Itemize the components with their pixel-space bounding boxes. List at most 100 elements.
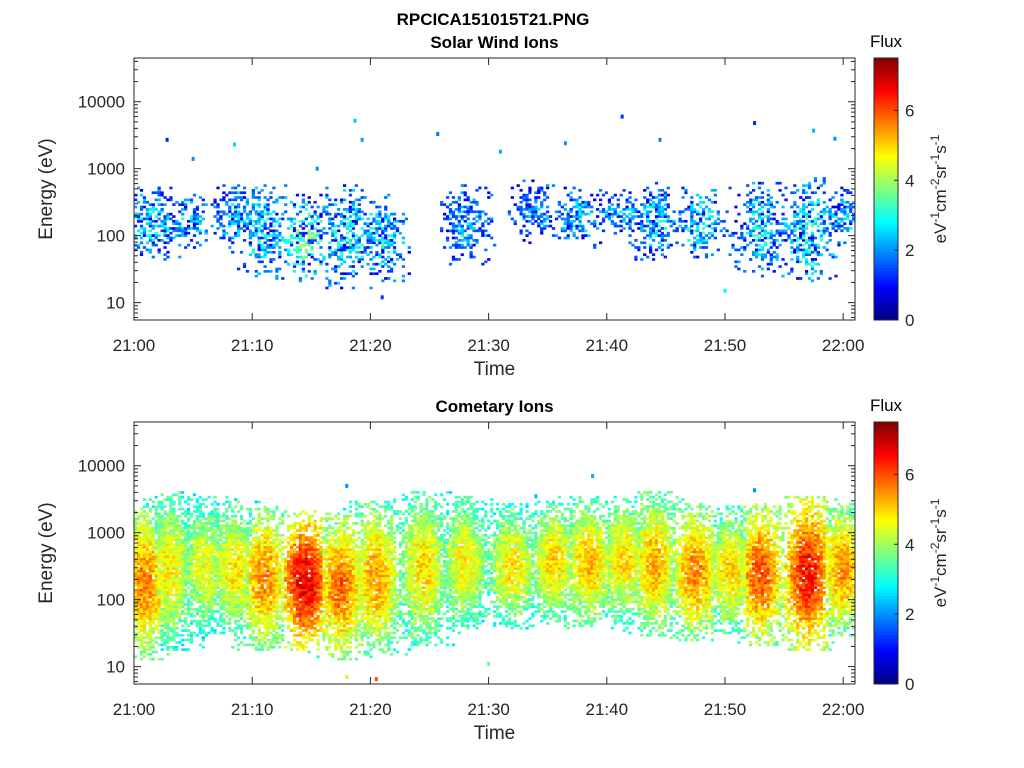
- flux-pixel: [178, 495, 182, 499]
- flux-pixel: [281, 619, 285, 623]
- flux-pixel: [213, 557, 217, 561]
- flux-pixel: [354, 255, 358, 259]
- flux-pixel: [254, 562, 258, 566]
- flux-pixel: [263, 203, 267, 206]
- flux-pixel: [169, 617, 173, 620]
- flux-pixel: [178, 576, 182, 580]
- flux-pixel: [228, 617, 232, 620]
- flux-pixel: [145, 531, 150, 535]
- colorbar-title: Flux: [870, 32, 903, 51]
- flux-pixel: [340, 272, 344, 276]
- flux-pixel: [136, 607, 141, 611]
- flux-pixel: [757, 208, 762, 211]
- flux-pixel: [342, 215, 347, 218]
- flux-pixel: [145, 560, 150, 563]
- flux-pixel: [181, 619, 185, 623]
- flux-pixel: [598, 203, 603, 206]
- flux-pixel: [754, 243, 759, 247]
- flux-pixel: [360, 250, 364, 254]
- flux-pixel: [234, 543, 238, 547]
- flux-pixel: [266, 541, 270, 544]
- flux-pixel: [746, 184, 750, 187]
- flux-pixel: [166, 545, 170, 549]
- flux-pixel: [354, 212, 358, 216]
- flux-pixel: [213, 500, 217, 504]
- flux-pixel: [231, 586, 235, 590]
- flux-pixel: [192, 574, 197, 578]
- flux-pixel: [351, 265, 356, 268]
- flux-pixel: [160, 524, 164, 528]
- flux-pixel: [810, 250, 815, 254]
- flux-pixel: [225, 550, 229, 554]
- flux-pixel: [145, 595, 150, 599]
- flux-pixel: [172, 215, 176, 218]
- flux-pixel: [231, 605, 235, 609]
- flux-pixel: [810, 222, 815, 226]
- flux-pixel: [834, 210, 838, 214]
- flux-pixel: [366, 231, 370, 235]
- flux-pixel: [287, 253, 291, 256]
- flux-pixel: [136, 560, 141, 563]
- flux-pixel: [160, 598, 164, 601]
- flux-pixel: [384, 208, 388, 211]
- flux-pixel: [136, 603, 141, 606]
- flux-pixel: [231, 569, 235, 573]
- colorbar-segment: [874, 136, 898, 141]
- flux-pixel: [157, 624, 161, 628]
- flux-pixel: [178, 617, 182, 620]
- flux-pixel: [463, 193, 467, 197]
- flux-pixel: [142, 598, 147, 601]
- flux-pixel: [139, 514, 144, 518]
- flux-pixel: [242, 531, 247, 535]
- flux-pixel: [713, 219, 717, 223]
- flux-pixel: [337, 243, 341, 247]
- flux-pixel: [145, 553, 150, 556]
- flux-pixel: [802, 219, 806, 223]
- flux-pixel: [210, 576, 214, 580]
- flux-pixel: [245, 586, 250, 590]
- flux-pixel: [690, 217, 694, 221]
- flux-pixel: [260, 545, 264, 549]
- flux-pixel: [213, 512, 217, 516]
- flux-pixel: [666, 203, 670, 206]
- flux-pixel: [543, 193, 547, 197]
- flux-pixel: [772, 243, 776, 247]
- flux-pixel: [248, 236, 253, 240]
- flux-pixel: [375, 215, 379, 218]
- flux-pixel: [157, 212, 161, 216]
- flux-pixel: [548, 219, 553, 223]
- flux-pixel: [139, 650, 144, 654]
- flux-pixel: [148, 522, 152, 525]
- flux-pixel: [201, 536, 205, 540]
- flux-pixel: [575, 212, 579, 216]
- flux-pixel: [693, 222, 697, 226]
- flux-pixel: [313, 272, 317, 276]
- flux-pixel-isolated: [315, 166, 319, 171]
- flux-pixel: [222, 576, 226, 580]
- flux-pixel: [622, 208, 626, 211]
- flux-pixel: [696, 227, 700, 230]
- flux-pixel: [237, 548, 241, 551]
- flux-pixel: [201, 498, 205, 501]
- flux-pixel: [201, 529, 205, 532]
- flux-pixel: [375, 222, 379, 226]
- flux-pixel: [245, 200, 250, 204]
- flux-pixel: [184, 574, 188, 578]
- flux-pixel: [245, 522, 250, 525]
- flux-pixel: [275, 583, 279, 587]
- flux-pixel: [237, 203, 241, 206]
- flux-pixel: [375, 243, 379, 247]
- flux-pixel: [610, 219, 614, 223]
- flux-pixel: [266, 603, 270, 606]
- flux-pixel: [581, 234, 585, 237]
- flux-pixel: [163, 536, 167, 540]
- flux-pixel: [160, 529, 164, 532]
- flux-pixel: [257, 545, 261, 549]
- flux-pixel: [269, 239, 273, 242]
- flux-pixel: [837, 208, 841, 211]
- flux-pixel: [154, 524, 158, 528]
- flux-pixel: [749, 231, 753, 235]
- flux-pixel: [351, 205, 356, 209]
- flux-pixel: [228, 581, 232, 585]
- flux-pixel: [163, 603, 167, 606]
